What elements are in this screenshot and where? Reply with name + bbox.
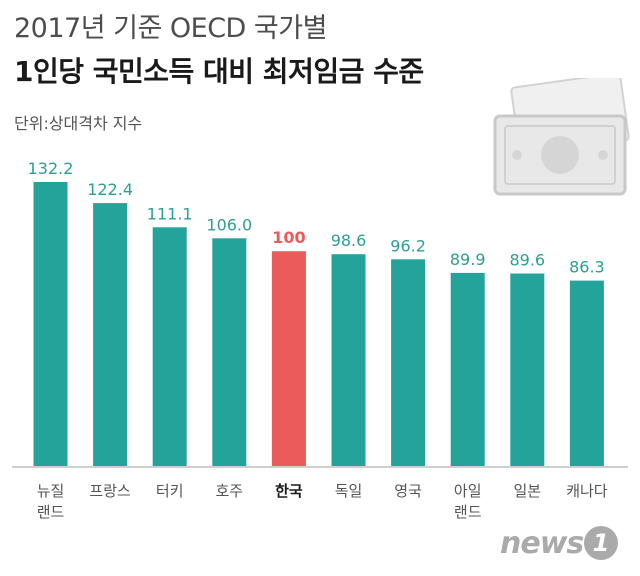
value-label-4: 100 <box>272 228 305 247</box>
category-label-1: 프랑스 <box>89 482 131 500</box>
bar-0 <box>33 182 68 466</box>
chart-title: 2017년 기준 OECD 국가별 <box>14 13 327 44</box>
bar-9 <box>569 280 604 466</box>
value-label-8: 89.6 <box>509 251 545 270</box>
logo-text: news <box>500 526 584 561</box>
value-label-7: 89.9 <box>450 250 486 269</box>
bar-8 <box>510 273 545 466</box>
bar-4 <box>271 251 306 466</box>
chart-subtitle: 1인당 국민소득 대비 최저임금 수준 <box>14 55 424 88</box>
value-label-9: 86.3 <box>569 258 605 277</box>
value-label-6: 96.2 <box>390 236 426 255</box>
value-label-3: 106.0 <box>206 215 252 234</box>
news1-logo: news 1 <box>500 522 630 566</box>
category-label-8: 일본 <box>513 482 541 500</box>
category-label-4: 한국 <box>275 482 303 500</box>
bar-1 <box>93 203 128 466</box>
bar-7 <box>450 272 485 466</box>
money-icon <box>493 78 630 196</box>
value-label-0: 132.2 <box>28 159 74 178</box>
bar-2 <box>152 227 187 466</box>
logo-badge: 1 <box>584 526 618 560</box>
category-label-5: 독일 <box>335 482 363 500</box>
bar-6 <box>391 259 426 466</box>
category-label-3: 호주 <box>215 482 243 500</box>
category-label-0: 뉴질 랜드 <box>37 482 65 521</box>
category-label-7: 아일 랜드 <box>454 482 482 521</box>
value-label-1: 122.4 <box>87 180 133 199</box>
value-label-5: 98.6 <box>331 231 367 250</box>
category-label-6: 영국 <box>394 482 422 500</box>
unit-label: 단위:상대격차 지수 <box>14 114 143 133</box>
bar-3 <box>212 238 247 466</box>
category-label-9: 캐나다 <box>566 482 608 500</box>
bar-5 <box>331 254 366 466</box>
value-label-2: 111.1 <box>147 204 193 223</box>
category-label-2: 터키 <box>156 482 184 500</box>
